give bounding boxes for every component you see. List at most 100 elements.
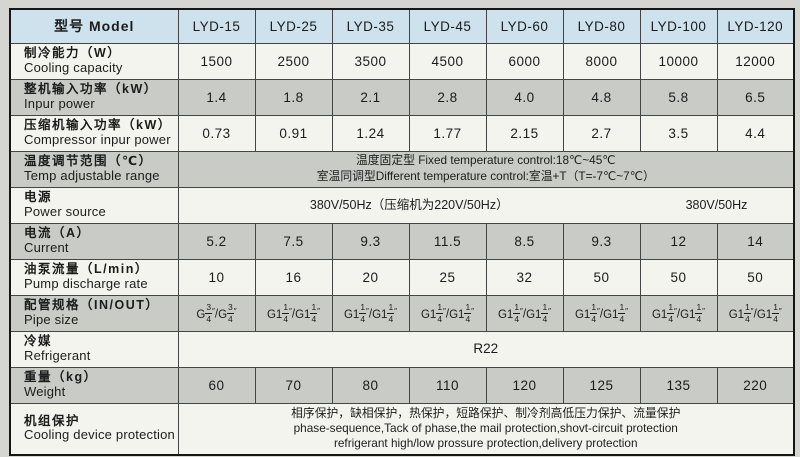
model-header-lyd-60: LYD-60 (485, 8, 564, 44)
table-row: 压缩机输入功率（kW） Compressor inpur power 0.73 0.9… (9, 114, 795, 152)
pipe-fraction: G1 1 4 ″ (756, 302, 782, 324)
table-row: 油泵流量（L/min） Pump discharge rate 10 16 20 25 32… (9, 258, 795, 296)
value-cell: 1.24 (331, 114, 410, 152)
pipe-size-cell: G1 1 4 ″/G1 1 4 ″ (716, 294, 795, 332)
row-label-en: Refrigerant (24, 347, 91, 363)
value-cell: 6000 (485, 42, 564, 80)
value-cell: 110 (408, 366, 487, 404)
model-header-lyd-100: LYD-100 (639, 8, 718, 44)
table-row: 冷媒 Refrigerant R22 (9, 330, 795, 368)
value-cell: 125 (562, 366, 641, 404)
value-cell: 4.4 (716, 114, 795, 152)
model-header-label: 型号 Model (9, 8, 179, 44)
model-header-lyd-15: LYD-15 (177, 8, 256, 44)
value-cell: 12 (639, 222, 718, 260)
row-label-zh: 电源 (24, 190, 53, 205)
row-label-zh: 整机输入功率（kW） (24, 82, 158, 97)
value-cell: 2.7 (562, 114, 641, 152)
value-cell: 80 (331, 366, 410, 404)
value-cell: 120 (485, 366, 564, 404)
temp-range-cell: 温度固定型 Fixed temperature control:18℃~45℃ 室… (177, 150, 795, 188)
value-cell: 1.4 (177, 78, 256, 116)
row-label: 制冷能力（W） Cooling capacity (9, 42, 179, 80)
pipe-fraction: G1 1 4 ″ (372, 302, 398, 324)
merged-line: 室温同调型Different temperature control:室温+T（… (316, 169, 655, 183)
value-cell: 6.5 (716, 78, 795, 116)
table-row: 温度调节范围（℃） Temp adjustable range 温度固定型 Fixe… (9, 150, 795, 188)
pipe-fraction: G1 1 4 ″ (728, 302, 754, 324)
pipe-fraction: G1 1 4 ″ (603, 302, 629, 324)
value-cell: 20 (331, 258, 410, 296)
power-source-right: 380V/50Hz (640, 186, 795, 224)
row-label: 压缩机输入功率（kW） Compressor inpur power (9, 114, 179, 152)
table-row: 重量（kg） Weight 60 70 80 110 120 125 135 220 (9, 366, 795, 404)
pipe-fraction: G1 1 4 ″ (680, 302, 706, 324)
value-cell: 4.8 (562, 78, 641, 116)
value-cell: 50 (639, 258, 718, 296)
row-label: 整机输入功率（kW） Inpur power (9, 78, 179, 116)
row-label: 电流（A） Current (9, 222, 179, 260)
value-cell: 50 (716, 258, 795, 296)
value-cell: 3.5 (639, 114, 718, 152)
value-cell: 14 (716, 222, 795, 260)
merged-line: 相序保护，缺相保护，热保护，短路保护、制冷剂高低压力保护、流量保护 (291, 405, 681, 420)
row-label-zh: 冷媒 (24, 334, 53, 349)
value-cell: 1.77 (408, 114, 487, 152)
value-cell: 8000 (562, 42, 641, 80)
row-label-en: Cooling capacity (24, 59, 123, 75)
table-row: 电源 Power source 380V/50Hz（压缩机为220V/50Hz） 38… (9, 186, 795, 224)
row-label-en: Pump discharge rate (24, 275, 148, 291)
row-label-en: Weight (24, 383, 66, 399)
pipe-size-cell: G 3 4 ″/G 3 4 ″ (177, 294, 256, 332)
model-header-lyd-120: LYD-120 (716, 8, 795, 44)
value-cell: 32 (485, 258, 564, 296)
value-cell: 11.5 (408, 222, 487, 260)
row-label-en: Compressor inpur power (24, 131, 171, 147)
pipe-size-cell: G1 1 4 ″/G1 1 4 ″ (408, 294, 487, 332)
row-label-en: Power source (24, 203, 106, 219)
spec-table: 型号 Model LYD-15 LYD-25 LYD-35 LYD-45 LYD-60 L… (9, 8, 795, 456)
merged-line: phase-sequence,Tack of phase,the mail pr… (293, 421, 678, 436)
protection-cell: 相序保护，缺相保护，热保护，短路保护、制冷剂高低压力保护、流量保护 phase-s… (177, 402, 795, 456)
row-label: 油泵流量（L/min） Pump discharge rate (9, 258, 179, 296)
pipe-fraction: G1 1 4 ″ (266, 302, 292, 324)
pipe-size-cell: G1 1 4 ″/G1 1 4 ″ (562, 294, 641, 332)
value-cell: 2500 (254, 42, 333, 80)
row-label: 冷媒 Refrigerant (9, 330, 179, 368)
value-cell: 135 (639, 366, 718, 404)
value-cell: 10000 (639, 42, 718, 80)
row-label-zh: 温度调节范围（℃） (24, 154, 153, 169)
row-label: 电源 Power source (9, 186, 179, 224)
row-label-zh: 制冷能力（W） (24, 46, 122, 61)
row-label-zh: 机组保护 (24, 414, 81, 429)
row-label-zh: 重量（kg） (24, 370, 98, 385)
model-header-lyd-45: LYD-45 (408, 8, 487, 44)
pipe-fraction: G1 1 4 ″ (449, 302, 475, 324)
value-cell: 1500 (177, 42, 256, 80)
pipe-fraction: G 3 4 ″ (218, 302, 237, 324)
value-cell: 16 (254, 258, 333, 296)
row-label-en: Inpur power (24, 95, 95, 111)
value-cell: 70 (254, 366, 333, 404)
row-label-en: Pipe size (24, 311, 79, 327)
value-cell: 5.2 (177, 222, 256, 260)
pipe-size-cell: G1 1 4 ″/G1 1 4 ″ (485, 294, 564, 332)
value-cell: 12000 (716, 42, 795, 80)
row-label-zh: 油泵流量（L/min） (24, 262, 149, 277)
value-cell: 25 (408, 258, 487, 296)
pipe-size-cell: G1 1 4 ″/G1 1 4 ″ (254, 294, 333, 332)
model-header-lyd-35: LYD-35 (331, 8, 410, 44)
value-cell: 2.8 (408, 78, 487, 116)
row-label: 配管规格（IN/OUT） Pipe size (9, 294, 179, 332)
row-label: 机组保护 Cooling device protection (9, 402, 179, 456)
value-cell: 8.5 (485, 222, 564, 260)
refrigerant-cell: R22 (177, 330, 795, 368)
pipe-fraction: G 3 4 ″ (196, 302, 215, 324)
value-cell: 4500 (408, 42, 487, 80)
value-cell: 60 (177, 366, 256, 404)
value-cell: 7.5 (254, 222, 333, 260)
value-cell: 1.8 (254, 78, 333, 116)
table-row: 电流（A） Current 5.2 7.5 9.3 11.5 8.5 9.3 12 14 (9, 222, 795, 260)
merged-line: 温度固定型 Fixed temperature control:18℃~45℃ (355, 153, 616, 168)
value-cell: 9.3 (331, 222, 410, 260)
